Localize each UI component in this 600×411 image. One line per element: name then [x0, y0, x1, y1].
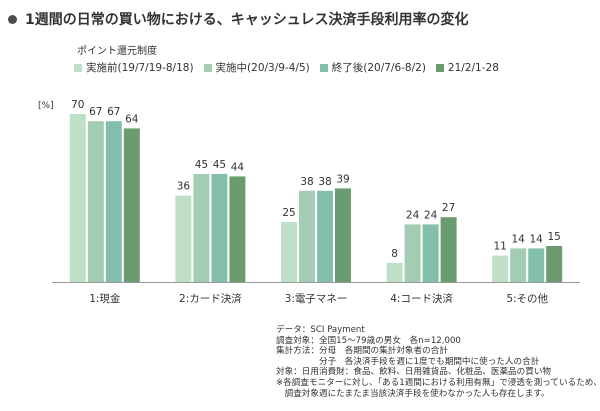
- legend-item: 実施前(19/7/19-8/18): [74, 60, 194, 75]
- legend-label: 21/2/1-28: [447, 61, 499, 74]
- bar: [299, 190, 315, 282]
- x-tick-label: 2:カード決済: [179, 292, 242, 305]
- legend-swatch: [203, 63, 212, 72]
- bar: [335, 188, 351, 282]
- legend-item: 終了後(20/7/6-8/2): [319, 60, 426, 75]
- data-label: 11: [494, 241, 507, 253]
- data-label: 24: [424, 209, 438, 221]
- footnote-line: 分子 各決済手段を週に1度でも期間中に使った人の合計: [276, 356, 540, 367]
- bar: [229, 176, 246, 282]
- x-tick-label: 1:現金: [89, 292, 121, 305]
- data-label: 45: [195, 159, 208, 171]
- legend-item: 実施中(20/3/9-4/5): [203, 60, 310, 75]
- bar: [528, 248, 545, 282]
- legend-swatch: [319, 63, 328, 72]
- bullet-dot-icon: [8, 14, 17, 24]
- legend-label: 実施中(20/3/9-4/5): [215, 62, 310, 74]
- x-tick-label: 4:コード決済: [390, 292, 453, 305]
- y-unit-label: [%]: [38, 101, 54, 111]
- footnote-line: 対象：日用消費財：食品、飲料、日用雑貨品、化粧品、医薬品の買い物: [276, 367, 552, 378]
- footnote-line: ※各調査モニターに対し、「ある1週間における利用有無」で浸透を測っているため、: [276, 377, 600, 388]
- data-label: 38: [300, 176, 313, 188]
- bar: [69, 114, 86, 282]
- data-label: 14: [512, 233, 526, 245]
- bar: [317, 190, 333, 282]
- footnote: データ：SCI Payment 調査対象：全国15～79歳の男女 各n=12,0…: [276, 325, 600, 399]
- bar-chart: [%] 70 67 67 64 1:現金 36 45 45 44 2:カード決済 25 38 38 39 3:…: [38, 99, 580, 305]
- legend-swatch: [435, 63, 444, 72]
- bar: [404, 224, 421, 282]
- data-label: 15: [548, 231, 561, 243]
- bar: [546, 246, 563, 282]
- data-label: 64: [125, 113, 139, 125]
- bar: [211, 174, 228, 282]
- data-label: 8: [391, 248, 398, 260]
- data-label: 27: [442, 202, 455, 214]
- data-label: 38: [318, 176, 331, 188]
- bar: [422, 224, 439, 282]
- data-label: 39: [336, 173, 349, 185]
- bar: [193, 174, 210, 282]
- legend-swatch: [74, 63, 82, 72]
- bar: [105, 121, 122, 282]
- bar: [440, 217, 457, 282]
- x-tick-label: 5:その他: [506, 292, 548, 305]
- data-label: 24: [406, 209, 420, 221]
- bar: [386, 262, 403, 282]
- data-label: 14: [530, 233, 544, 245]
- bar: [175, 195, 192, 282]
- bar: [281, 222, 297, 282]
- data-label: 36: [177, 181, 191, 193]
- legend: 実施前(19/7/19-8/18) 実施中(20/3/9-4/5) 終了後(20/7…: [74, 60, 509, 75]
- data-label: 70: [71, 99, 84, 111]
- footnote-line: 調査対象：全国15～79歳の男女 各n=12,000: [276, 335, 461, 346]
- bar: [492, 255, 509, 282]
- bar: [123, 128, 140, 282]
- legend-item: 21/2/1-28: [435, 61, 499, 74]
- title-row: 1週間の日常の買い物における、キャッシュレス決済手段利用率の変化: [8, 8, 468, 30]
- data-label: 45: [213, 159, 226, 171]
- footnote-line: 調査対象週にたまたま当該決済手段を使わなかった人も存在します。: [276, 388, 550, 399]
- data-label: 67: [89, 106, 102, 118]
- legend-label: 実施前(19/7/19-8/18): [86, 62, 194, 74]
- x-tick-label: 3:電子マネー: [285, 293, 348, 305]
- legend-label: 終了後(20/7/6-8/2): [331, 62, 426, 74]
- bar: [87, 121, 104, 282]
- data-label: 44: [231, 161, 245, 173]
- footnote-line: データ：SCI Payment: [276, 325, 365, 335]
- data-label: 67: [107, 106, 120, 118]
- legend-title: ポイント還元制度: [77, 46, 157, 57]
- bar: [510, 248, 527, 282]
- chart-title: 1週間の日常の買い物における、キャッシュレス決済手段利用率の変化: [25, 12, 469, 28]
- data-label: 25: [282, 207, 295, 219]
- footnote-line: 集計方法：分母 各期間の集計対象者の合計: [276, 346, 448, 357]
